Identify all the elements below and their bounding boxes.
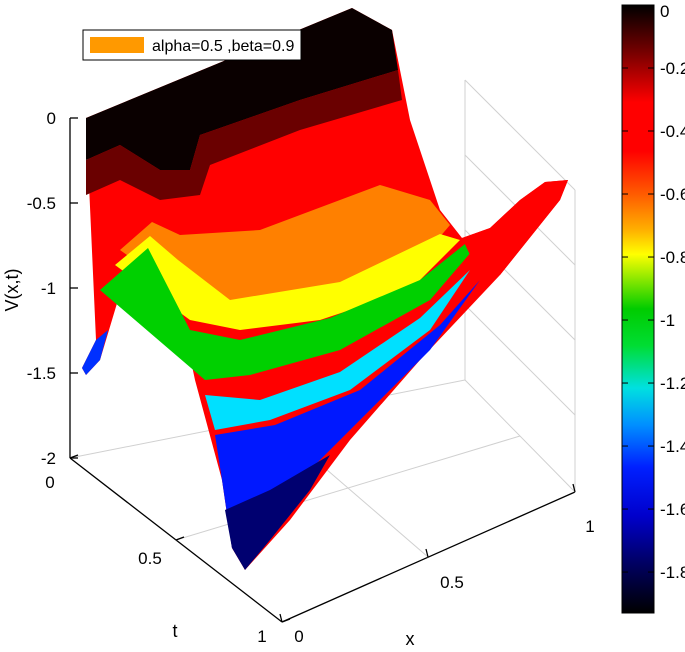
surface-left-edge: [82, 330, 108, 375]
z-tick-label: -2: [41, 449, 56, 468]
z-axis-label: V(x,t): [2, 269, 22, 312]
colorbar-rect: [621, 4, 655, 614]
colorbar-tick-label: -0.4: [660, 122, 685, 141]
x-tick-mark: [425, 548, 429, 558]
surface-yellow-band: [115, 234, 460, 330]
surface-navy-band: [225, 455, 330, 570]
colorbar-tick-label: -1.4: [660, 437, 685, 456]
surface-cyan-band: [205, 270, 470, 430]
surface-blue-band: [215, 280, 480, 548]
x-tick-label: 0.5: [440, 573, 464, 592]
legend-label: alpha=0.5 ,beta=0.9: [152, 38, 294, 55]
z-tick-label: -1: [41, 279, 56, 298]
colorbar-tick-label: -1: [660, 311, 675, 330]
x-tick-label: 0: [294, 627, 303, 646]
z-ticks: [70, 117, 78, 459]
t-axis-label: t: [172, 621, 177, 641]
t-tick-mark: [69, 454, 79, 459]
colorbar-tick-label: -1.6: [660, 500, 685, 519]
legend: alpha=0.5 ,beta=0.9: [82, 29, 302, 61]
z-tick-label: -0.5: [27, 194, 56, 213]
t-tick-label: 0: [45, 473, 54, 492]
colorbar-tick-label: -0.2: [660, 59, 685, 78]
surface-right-ridge: [462, 180, 568, 275]
grid-back-x-0: [464, 79, 576, 191]
colorbar-tick-label: -1.2: [660, 374, 685, 393]
t-tick-mark: [175, 536, 185, 541]
t-tick-mark: [281, 618, 291, 623]
surface: [82, 8, 568, 570]
colorbar-tick-label: 0: [660, 2, 669, 21]
t-tick-label: 1: [257, 627, 266, 646]
legend-swatch: [90, 37, 144, 53]
x-tick-mark: [279, 613, 283, 623]
x-ticks: [279, 483, 576, 623]
x-tick-mark: [572, 483, 576, 493]
x-axis-line: [281, 491, 576, 623]
colorbar-tick-label: -0.8: [660, 248, 685, 267]
z-tick-label: 0: [47, 109, 56, 128]
colorbar-ticks: 0 -0.2 -0.4 -0.6 -0.8 -1 -1.2 -1.4 -1.6 -1.8: [622, 2, 685, 582]
surface-green-band: [100, 230, 490, 380]
surface-dark-top: [86, 8, 398, 170]
surface-dark-edge: [86, 70, 402, 200]
x-axis-label: x: [406, 629, 415, 649]
z-tick-label: -1.5: [27, 364, 56, 383]
colorbar: 0 -0.2 -0.4 -0.6 -0.8 -1 -1.2 -1.4 -1.6 -1.8: [621, 2, 685, 614]
colorbar-tick-label: -1.8: [660, 563, 685, 582]
x-tick-label: 1: [585, 517, 594, 536]
t-tick-label: 0.5: [138, 549, 162, 568]
t-ticks: [69, 454, 291, 623]
grid-back-x-3: [464, 304, 576, 416]
colorbar-tick-label: -0.6: [660, 185, 685, 204]
